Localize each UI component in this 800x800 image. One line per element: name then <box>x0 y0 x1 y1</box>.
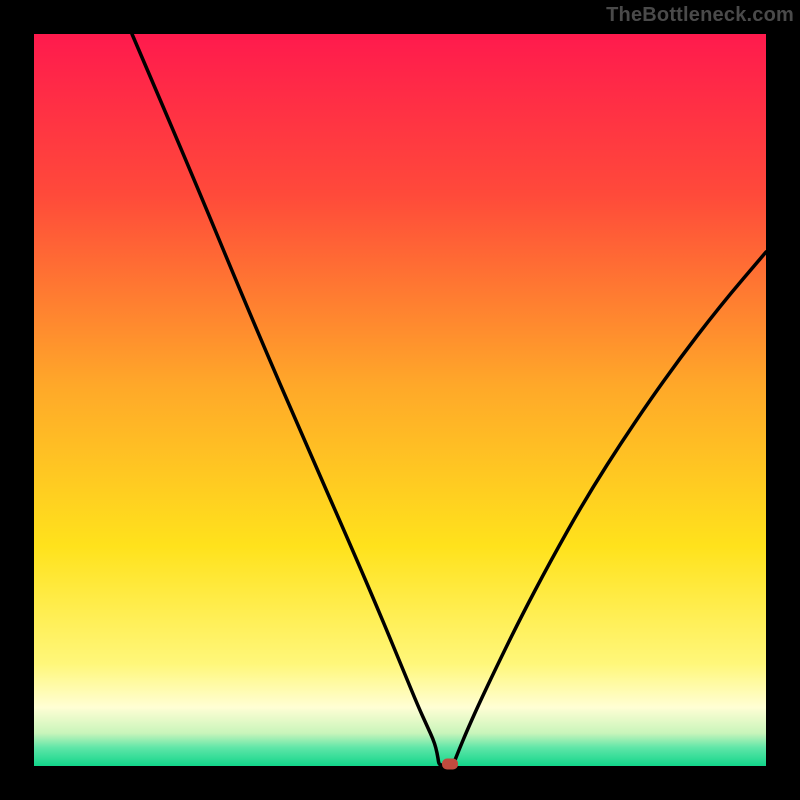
plot-area <box>34 34 766 766</box>
watermark-text: TheBottleneck.com <box>606 4 794 27</box>
trough-marker <box>442 759 458 770</box>
bottleneck-v-chart <box>0 0 800 800</box>
chart-canvas: TheBottleneck.com <box>0 0 800 800</box>
